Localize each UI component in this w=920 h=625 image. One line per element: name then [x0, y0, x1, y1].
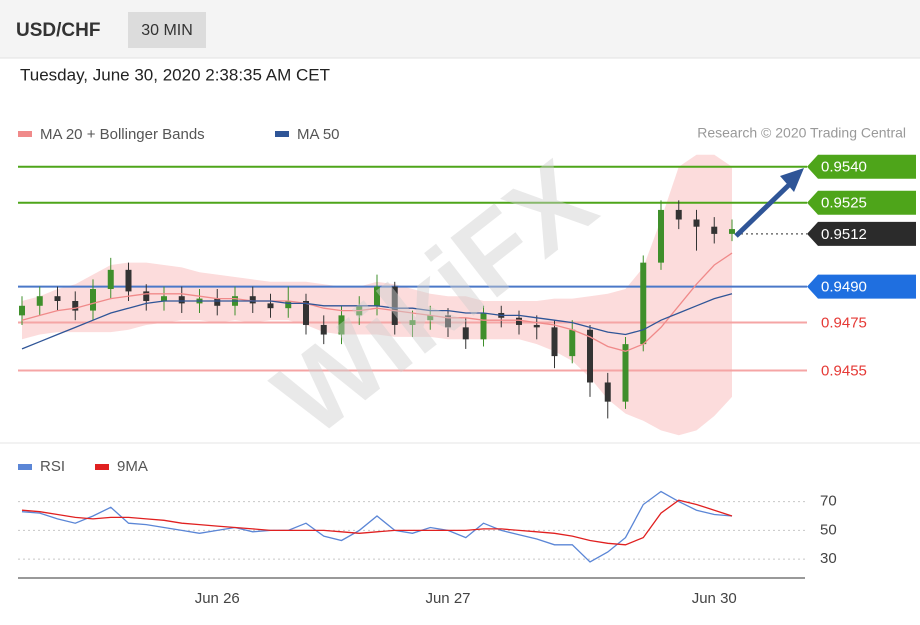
candle-body	[551, 327, 558, 357]
symbol: USD/CHF	[16, 20, 100, 41]
candle-body	[729, 229, 735, 234]
legend-swatch	[18, 464, 32, 470]
indicator-line	[21, 499, 733, 546]
candle-body	[569, 329, 576, 357]
legend-swatch	[95, 464, 109, 470]
x-tick-label: Jun 26	[195, 590, 240, 607]
candle-body	[36, 296, 43, 306]
candle-body	[427, 315, 434, 321]
legend-label: RSI	[40, 458, 65, 475]
candle-body	[658, 209, 664, 263]
candle-body	[249, 296, 256, 304]
candle-body	[462, 327, 469, 340]
level-label: 0.9455	[821, 362, 867, 379]
level-label: 0.9490	[821, 279, 867, 296]
candle-body	[54, 296, 61, 301]
legend-swatch	[275, 131, 289, 137]
indicator-line	[21, 490, 733, 563]
y-tick-label: 30	[820, 550, 837, 567]
candle-body	[161, 296, 167, 301]
trend-arrow	[734, 180, 794, 238]
candle-body	[125, 269, 132, 292]
candle-body	[303, 300, 309, 325]
candle-body	[214, 298, 221, 306]
level-box	[807, 221, 916, 246]
candle-body	[143, 291, 150, 301]
candle-body	[604, 382, 611, 402]
candle-body	[711, 226, 718, 234]
candle-body	[516, 317, 522, 325]
candle-body	[90, 289, 96, 311]
candle-body	[409, 320, 416, 325]
plot: 0.9540 0.9525 0.9512 0.9490 0.9475 0.9455 MA 2…	[18, 126, 916, 607]
timestamp: Tuesday, June 30, 2020 2:38:35 AM CET	[20, 65, 330, 84]
candle-body	[267, 303, 274, 309]
candle-body	[480, 312, 487, 340]
candle-body	[178, 296, 185, 304]
legend-label: 9MA	[117, 458, 148, 475]
interval[interactable]: 30 MIN	[141, 22, 193, 39]
trend-arrow-head	[780, 168, 804, 192]
credit: Research © 2020 Trading Central	[697, 125, 906, 141]
candle-body	[320, 324, 327, 335]
level-label: 0.9540	[821, 159, 867, 176]
legend-label: MA 50	[297, 126, 340, 143]
level-label: 0.9475	[821, 315, 867, 332]
legend-swatch	[18, 131, 32, 137]
y-tick-label: 70	[820, 493, 837, 510]
level-box	[807, 154, 916, 179]
candle-body	[622, 344, 629, 402]
candle-body	[533, 324, 540, 328]
level-label: 0.9512	[821, 226, 867, 243]
level-label: 0.9525	[821, 195, 867, 212]
level-box	[807, 190, 916, 215]
ma-line	[21, 252, 733, 352]
candle-body	[338, 315, 345, 335]
candle-body	[587, 329, 593, 383]
candle-body	[693, 219, 700, 227]
interval-button[interactable]	[128, 12, 206, 48]
candle-body	[391, 286, 398, 325]
candle-body	[374, 286, 380, 306]
x-tick-label: Jun 27	[425, 590, 470, 607]
candle-body	[640, 262, 647, 345]
legend-label: MA 20 + Bollinger Bands	[40, 126, 205, 143]
candle-body	[445, 315, 451, 328]
ma-line	[21, 293, 733, 350]
x-tick-label: Jun 30	[692, 590, 737, 607]
candle-body	[107, 269, 114, 290]
candle-body	[675, 209, 682, 220]
level-box	[807, 274, 916, 299]
candle-body	[285, 300, 292, 309]
y-tick-label: 50	[820, 521, 837, 538]
candle-body	[72, 300, 79, 311]
candle-body	[19, 305, 25, 316]
